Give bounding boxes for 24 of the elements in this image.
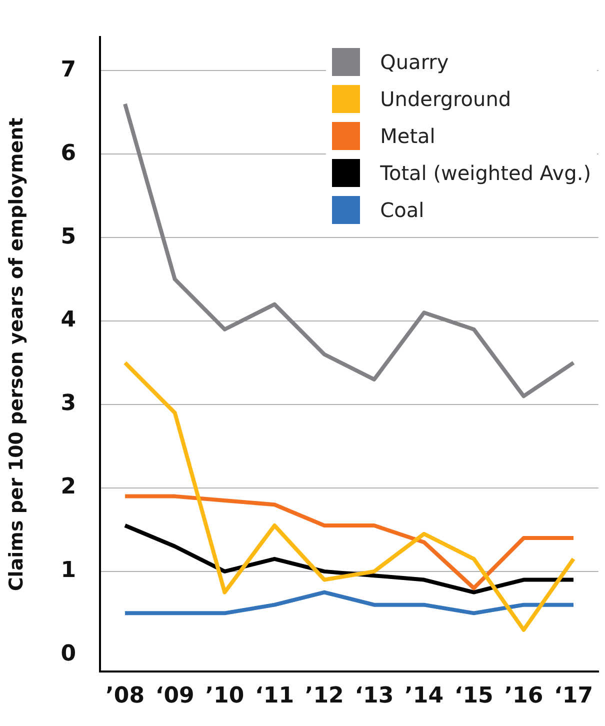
x-tick-label: ’08 [106,684,145,709]
y-tick-label: 2 [60,474,76,500]
x-tick-label: ’12 [304,684,344,709]
y-tick-label: 4 [60,308,76,333]
y-tick-label: 7 [60,57,76,82]
x-tick-label: ’10 [205,684,244,709]
x-tick-label: ’14 [404,684,444,709]
y-axis-title: Claims per 100 person years of employment [5,118,28,592]
legend-label: Underground [380,86,512,111]
x-tick-label: ’16 [504,684,544,709]
x-tick-label: ‘09 [155,684,194,709]
y-tick-label: 5 [60,224,76,250]
y-tick-label: 6 [60,140,76,166]
x-tick-label: ‘11 [255,684,294,709]
y-tick-label: 0 [60,642,76,667]
y-tick-label: 1 [60,558,76,584]
legend-label: Quarry [380,50,449,74]
legend-label: Metal [380,124,436,148]
legend-label: Coal [380,198,424,222]
x-tick-label: ‘17 [554,684,594,709]
x-tick-label: ‘15 [454,684,494,709]
x-tick-label: ‘13 [354,684,394,709]
y-tick-label: 3 [60,391,76,416]
legend-label: Total (weighted Avg.) [380,160,591,185]
